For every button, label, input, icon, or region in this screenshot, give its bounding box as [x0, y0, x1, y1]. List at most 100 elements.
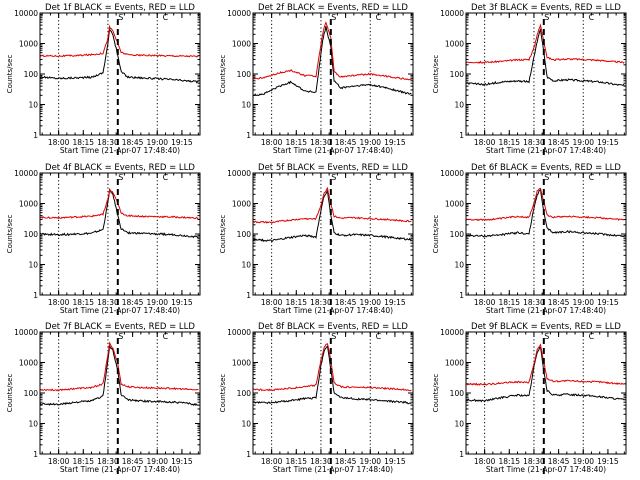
annotation-c: C — [589, 13, 595, 22]
y-tick-label: 1 — [459, 131, 464, 140]
x-axis-label: Start Time (21-Apr-07 17:48:40) — [60, 146, 180, 155]
chart-panel-5: Det 5f BLACK = Events, RED = LLD Counts/s… — [219, 163, 414, 319]
y-tick-label: 1000 — [445, 200, 464, 209]
series-lld-line — [253, 186, 412, 224]
y-tick-label: 10 — [241, 261, 251, 270]
plot-frame — [252, 12, 414, 136]
y-tick-label: 10 — [28, 420, 38, 429]
x-axis-label: Start Time (21-Apr-07 17:48:40) — [60, 465, 180, 474]
y-tick-label: 1000 — [445, 359, 464, 368]
y-tick-label: 1 — [246, 291, 251, 300]
y-tick-label: 1000 — [19, 40, 38, 49]
chart-panel-4: Det 4f BLACK = Events, RED = LLD Counts/s… — [6, 163, 201, 319]
x-tick-label: 18:15 — [72, 138, 94, 147]
y-tick-label: 10000 — [440, 169, 464, 178]
y-tick-label: 10 — [454, 261, 464, 270]
y-tick-label: 1 — [33, 131, 38, 140]
x-axis-label: Start Time (21-Apr-07 17:48:40) — [486, 306, 606, 315]
x-tick-label: 19:15 — [384, 298, 406, 307]
y-tick-label: 1000 — [232, 40, 251, 49]
x-tick-label: 18:00 — [474, 298, 496, 307]
plot-frame — [39, 331, 201, 455]
y-tick-label: 1000 — [19, 359, 38, 368]
x-tick-label: 18:00 — [261, 298, 283, 307]
series-events-line — [466, 27, 625, 87]
x-tick-label: 18:45 — [122, 298, 144, 307]
y-tick-label: 100 — [450, 230, 465, 239]
x-tick-label: 18:45 — [335, 457, 357, 466]
annotation-s: S — [118, 173, 123, 182]
annotation-c: C — [376, 332, 382, 341]
annotation-s: S — [331, 13, 336, 22]
annotation-s: S — [331, 173, 336, 182]
y-tick-label: 10000 — [14, 169, 38, 178]
y-axis-label: Counts/sec — [432, 215, 440, 254]
y-tick-label: 1000 — [445, 40, 464, 49]
y-tick-label: 10000 — [440, 9, 464, 18]
x-axis-label: Start Time (21-Apr-07 17:48:40) — [273, 465, 393, 474]
plot-frame — [252, 331, 414, 455]
y-tick-label: 10000 — [14, 328, 38, 337]
x-tick-label: 19:15 — [597, 138, 619, 147]
x-tick-label: 18:30 — [97, 457, 119, 466]
y-tick-label: 100 — [450, 70, 465, 79]
y-axis-label: Counts/sec — [432, 374, 440, 413]
x-tick-label: 18:15 — [285, 457, 307, 466]
chart-title: Det 7f BLACK = Events, RED = LLD — [45, 322, 195, 332]
y-axis-label: Counts/sec — [219, 55, 227, 94]
y-axis-label: Counts/sec — [6, 55, 14, 94]
plot-frame — [39, 12, 201, 136]
x-axis-label: Start Time (21-Apr-07 17:48:40) — [273, 146, 393, 155]
y-tick-label: 10 — [241, 420, 251, 429]
x-tick-label: 18:00 — [48, 457, 70, 466]
chart-title: Det 1f BLACK = Events, RED = LLD — [45, 3, 195, 13]
x-tick-label: 19:00 — [146, 457, 168, 466]
series-events-line — [466, 346, 625, 403]
x-tick-label: 18:15 — [498, 298, 520, 307]
x-tick-label: 18:30 — [310, 138, 332, 147]
series-lld-line — [253, 343, 412, 392]
y-tick-label: 1 — [246, 450, 251, 459]
chart-title: Det 5f BLACK = Events, RED = LLD — [258, 163, 408, 173]
annotation-c: C — [163, 13, 169, 22]
plot-frame — [39, 172, 201, 296]
x-tick-label: 18:45 — [122, 457, 144, 466]
y-tick-label: 10000 — [227, 328, 251, 337]
series-lld-line — [40, 24, 199, 58]
y-tick-label: 100 — [237, 230, 252, 239]
plot-frame — [252, 172, 414, 296]
y-axis-label: Counts/sec — [6, 374, 14, 413]
x-axis-label: Start Time (21-Apr-07 17:48:40) — [486, 146, 606, 155]
x-tick-label: 19:00 — [359, 138, 381, 147]
y-tick-label: 100 — [24, 230, 39, 239]
y-tick-label: 1 — [33, 291, 38, 300]
y-tick-label: 100 — [237, 70, 252, 79]
y-tick-label: 1 — [33, 450, 38, 459]
y-tick-label: 10 — [28, 101, 38, 110]
series-events-line — [40, 345, 199, 407]
annotation-c: C — [376, 173, 382, 182]
y-tick-label: 10 — [454, 101, 464, 110]
plot-frame — [465, 12, 627, 136]
x-tick-label: 18:30 — [310, 298, 332, 307]
y-tick-label: 10 — [241, 101, 251, 110]
x-tick-label: 18:30 — [97, 298, 119, 307]
chart-title: Det 2f BLACK = Events, RED = LLD — [258, 3, 408, 13]
y-axis-label: Counts/sec — [219, 374, 227, 413]
x-tick-label: 19:00 — [572, 138, 594, 147]
annotation-s: S — [544, 173, 549, 182]
y-tick-label: 10000 — [227, 9, 251, 18]
x-tick-label: 18:15 — [498, 138, 520, 147]
annotation-s: S — [118, 13, 123, 22]
annotation-c: C — [163, 332, 169, 341]
x-axis-label: Start Time (21-Apr-07 17:48:40) — [486, 465, 606, 474]
x-tick-label: 18:15 — [72, 298, 94, 307]
annotation-s: S — [118, 332, 123, 341]
x-tick-label: 19:00 — [146, 298, 168, 307]
annotation-c: C — [589, 173, 595, 182]
y-tick-label: 10000 — [440, 328, 464, 337]
x-tick-label: 18:00 — [48, 298, 70, 307]
y-tick-label: 10 — [454, 420, 464, 429]
series-events-line — [466, 188, 625, 238]
chart-panel-1: Det 1f BLACK = Events, RED = LLD Counts/s… — [6, 3, 201, 159]
